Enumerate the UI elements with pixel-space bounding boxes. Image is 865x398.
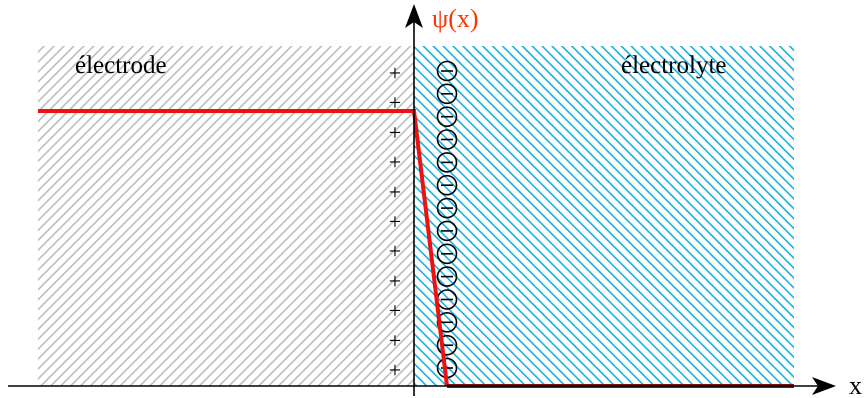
positive-charge: + bbox=[389, 358, 401, 383]
electrolyte-region bbox=[414, 46, 794, 386]
negative-charge bbox=[436, 220, 458, 242]
y-axis-arrowhead bbox=[405, 4, 423, 28]
x-axis-label: x bbox=[849, 371, 862, 398]
positive-charge: + bbox=[389, 120, 401, 145]
positive-charge: + bbox=[389, 328, 401, 353]
electrode-label: électrode bbox=[75, 52, 167, 79]
negative-charge bbox=[436, 60, 458, 82]
electrode-region bbox=[38, 46, 414, 386]
y-axis-label: ψ(x) bbox=[432, 4, 479, 33]
negative-charge bbox=[436, 152, 458, 173]
negative-charge bbox=[436, 129, 458, 150]
negative-charge bbox=[436, 266, 458, 287]
negative-charge bbox=[436, 174, 458, 196]
negative-charge bbox=[436, 243, 458, 265]
negative-charges bbox=[436, 60, 458, 379]
positive-charge: + bbox=[389, 150, 401, 175]
positive-charge: + bbox=[389, 179, 401, 204]
positive-charge: + bbox=[389, 268, 401, 293]
positive-charge: + bbox=[389, 239, 401, 264]
positive-charge: + bbox=[389, 90, 401, 115]
positive-charges: + + + + + + + + + + + bbox=[389, 61, 401, 383]
positive-charge: + bbox=[389, 61, 401, 86]
negative-charge bbox=[436, 83, 458, 105]
positive-charge: + bbox=[389, 209, 401, 234]
negative-charge bbox=[436, 106, 458, 127]
positive-charge: + bbox=[389, 298, 401, 323]
electrolyte-label: électrolyte bbox=[621, 52, 727, 79]
x-axis-arrowhead bbox=[812, 377, 836, 395]
negative-charge bbox=[436, 197, 458, 219]
